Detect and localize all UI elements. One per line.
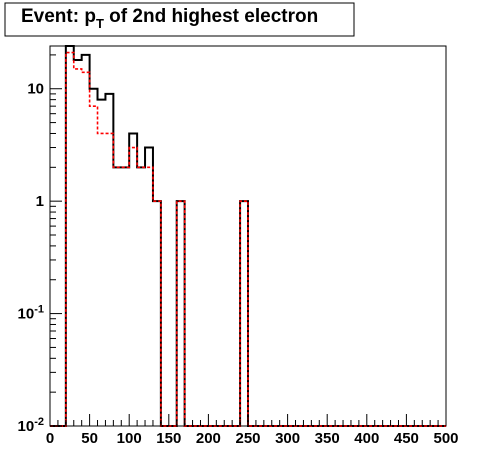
x-tick-label: 200 [196,430,221,447]
title-box: Event: pT of 2nd highest electron [4,2,355,37]
y-tick-label: 10-1 [18,304,44,323]
title-frame [4,2,355,37]
x-tick-label: 300 [275,430,300,447]
x-tick-label: 250 [235,430,260,447]
title-main: Event: p [21,6,96,27]
x-tick-label: 50 [81,430,98,447]
y-tick-label: 10-2 [18,416,44,435]
y-axis: 10-2 10-1 1 10 [18,54,62,435]
y-tick-label: 10 [27,81,44,98]
y-tick-label: 1 [36,193,44,210]
x-tick-label: 150 [156,430,181,447]
title-rest: of 2nd highest electron [104,6,318,27]
series-layer [50,45,446,427]
x-tick-label: 500 [433,430,458,447]
series-line-1 [50,51,446,427]
x-tick-label: 350 [315,430,340,447]
x-tick-label: 0 [46,430,54,447]
chart-title: Event: pT of 2nd highest electron [21,6,318,31]
x-tick-label: 450 [394,430,419,447]
x-axis: 0 50 100 150 200 250 300 350 400 450 500 [46,414,459,447]
title-subscript: T [96,16,104,31]
x-tick-label: 400 [354,430,379,447]
x-tick-label: 100 [117,430,142,447]
